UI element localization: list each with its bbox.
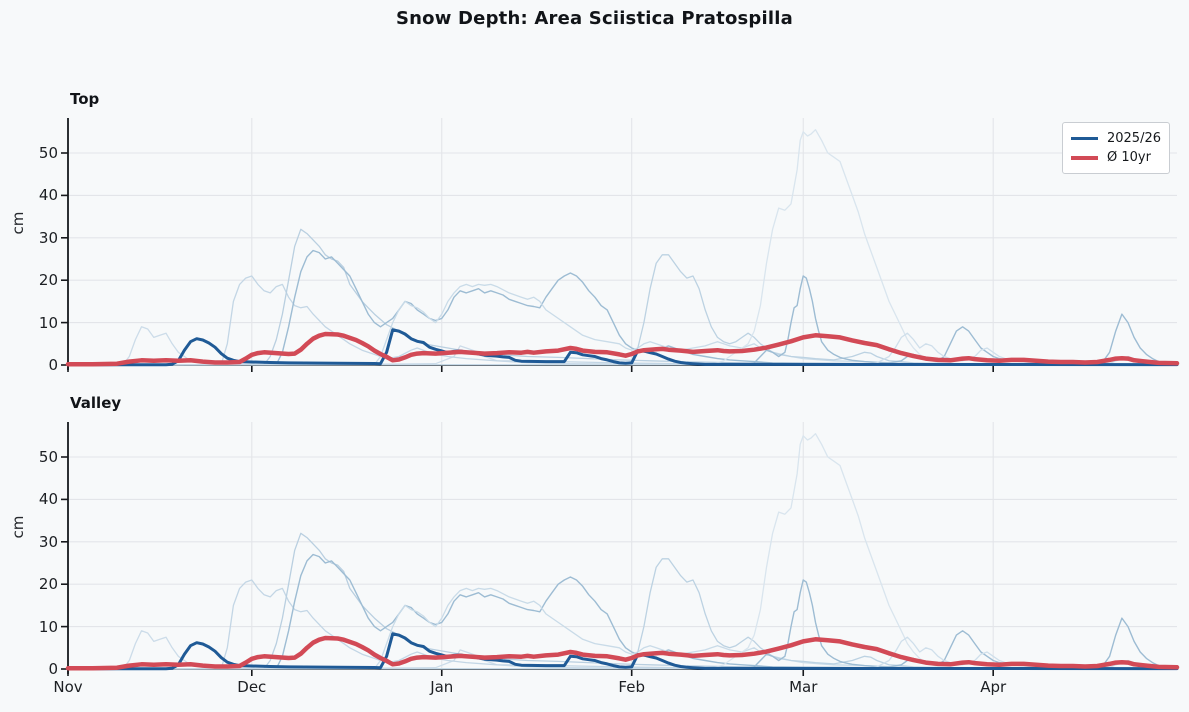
x-tick-label: Feb [618, 678, 645, 696]
series-line-historical-hist-feb-26 [67, 254, 1178, 366]
y-tick-label: 10 [38, 313, 58, 332]
series-line-historical-hist-dec-27-jan-plateau [67, 249, 1178, 366]
series-line-historical-hist-mar-21-apr-12 [67, 275, 1178, 366]
y-tick-label: 20 [38, 271, 58, 290]
series-line-historical-hist-mar-21-apr-12 [67, 579, 1178, 670]
y-tick-label: 40 [38, 186, 58, 205]
legend-entry-average: Ø 10yr [1071, 148, 1161, 167]
series-line-average--10yr [65, 331, 1180, 367]
series-line-historical-hist-dec-32 [67, 532, 1178, 670]
series-line-historical-hist-mar-bumps [67, 636, 1178, 670]
x-tick-label: Apr [980, 678, 1007, 696]
y-tick-label: 40 [38, 490, 58, 509]
panel-title-top: Top [70, 90, 100, 108]
x-tick-label: Dec [237, 678, 267, 696]
panel-title-valley: Valley [70, 394, 122, 412]
y-tick-label: 30 [38, 532, 58, 551]
series-line-historical-hist-dec-32 [67, 228, 1178, 366]
series-line-historical-hist-feb-26 [67, 558, 1178, 670]
y-tick-label: 20 [38, 575, 58, 594]
series-line-historical-hist-dec-21 [67, 275, 1178, 366]
x-tick-label: Mar [789, 678, 818, 696]
x-tick-label: Jan [430, 678, 454, 696]
y-tick-label: 10 [38, 617, 58, 636]
series-line-historical-hist-mar-55 [67, 433, 1178, 670]
x-tick-label: Nov [53, 678, 83, 696]
legend-swatch-average-line [1071, 155, 1098, 160]
legend-label-average: Ø 10yr [1107, 150, 1151, 165]
legend-entry-current: 2025/26 [1071, 129, 1161, 148]
y-tick-label: 30 [38, 228, 58, 247]
y-tick-label: 0 [48, 660, 58, 678]
y-tick-label: 50 [38, 448, 58, 466]
series-line-historical-hist-mar-55 [67, 129, 1178, 366]
legend-label-current: 2025/26 [1106, 131, 1161, 146]
series-line-average--10yr [65, 635, 1180, 671]
legend-swatch-current-line [1071, 137, 1098, 140]
legend: 2025/26 Ø 10yr [1062, 122, 1170, 174]
series-line-historical-hist-mar-bumps [67, 332, 1178, 366]
figure-title: Snow Depth: Area Sciistica Pratospilla [396, 8, 793, 29]
series-line-historical-hist-dec-27-jan-plateau [67, 553, 1178, 670]
y-tick-label: 50 [38, 144, 58, 162]
series-line-historical-hist-dec-21 [67, 579, 1178, 670]
y-tick-label: 0 [48, 356, 58, 374]
